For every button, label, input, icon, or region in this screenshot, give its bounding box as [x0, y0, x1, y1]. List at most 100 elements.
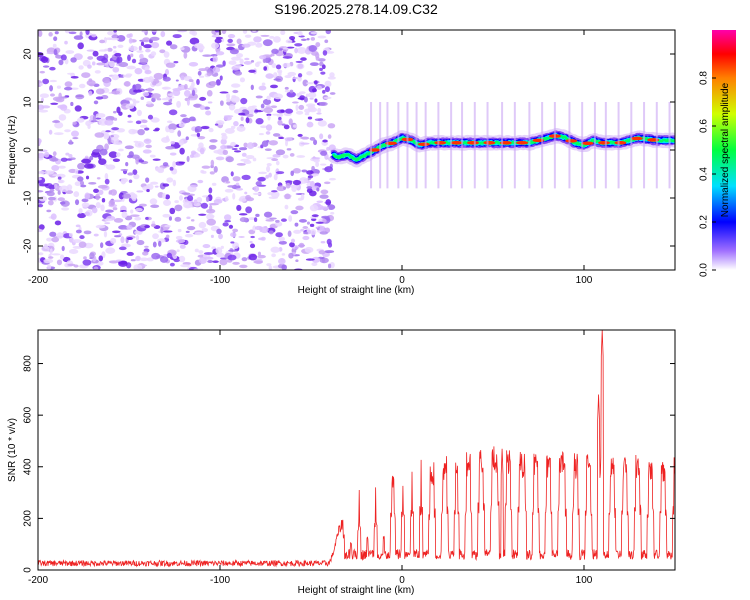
noise-blob — [104, 119, 114, 126]
noise-blob — [184, 233, 194, 238]
noise-blob — [151, 30, 158, 33]
noise-blob — [164, 224, 171, 228]
noise-blob — [177, 130, 182, 137]
noise-blob — [112, 45, 117, 49]
noise-blob — [135, 207, 143, 212]
noise-blob — [93, 100, 99, 105]
noise-blob — [72, 239, 82, 243]
noise-blob — [230, 171, 234, 177]
noise-blob — [184, 83, 188, 90]
noise-blob — [64, 81, 73, 88]
noise-blob — [58, 165, 66, 169]
noise-blob — [136, 190, 144, 193]
noise-blob — [170, 140, 176, 145]
noise-blob — [208, 187, 213, 194]
noise-blob — [323, 96, 332, 100]
noise-blob — [48, 32, 53, 37]
noise-blob — [190, 185, 198, 188]
noise-blob — [260, 125, 268, 129]
bottom-x-label: Height of straight line (km) — [298, 585, 415, 596]
noise-blob — [38, 228, 43, 233]
noise-blob — [288, 252, 294, 259]
noise-blob — [54, 220, 62, 226]
noise-blob — [177, 228, 182, 233]
noise-blob — [44, 170, 54, 175]
noise-blob — [60, 157, 68, 162]
noise-blob — [206, 90, 213, 97]
noise-blob — [53, 48, 58, 56]
noise-blob — [59, 201, 66, 205]
top-x-tick-label: -100 — [210, 275, 230, 286]
noise-blob — [53, 132, 64, 136]
noise-blob — [85, 30, 90, 36]
noise-blob — [295, 205, 304, 211]
noise-blob — [47, 256, 54, 259]
noise-blob — [126, 251, 134, 256]
noise-blob — [161, 137, 170, 143]
noise-blob — [135, 120, 142, 125]
noise-blob — [240, 97, 248, 105]
noise-blob — [197, 179, 204, 184]
noise-blob — [118, 62, 129, 68]
noise-blob — [182, 117, 191, 124]
noise-blob — [168, 129, 175, 134]
noise-blob — [275, 221, 283, 227]
noise-blob — [288, 215, 293, 222]
noise-blob — [271, 48, 279, 55]
noise-blob — [275, 64, 282, 70]
noise-blob — [190, 219, 195, 222]
noise-blob — [38, 190, 44, 193]
noise-blob — [298, 197, 303, 201]
noise-blob — [128, 45, 138, 52]
noise-blob — [87, 56, 94, 60]
noise-blob — [213, 198, 223, 204]
noise-blob — [311, 157, 321, 160]
noise-blob — [210, 81, 217, 86]
noise-blob — [257, 176, 266, 182]
noise-blob — [104, 48, 109, 52]
noise-blob — [178, 139, 184, 146]
noise-blob — [201, 125, 210, 130]
noise-blob — [94, 117, 102, 120]
noise-blob — [317, 35, 327, 39]
noise-blob — [294, 43, 303, 47]
noise-blob — [99, 39, 106, 44]
noise-blob — [140, 96, 145, 101]
noise-blob — [239, 217, 248, 223]
noise-blob — [231, 147, 238, 151]
noise-blob — [38, 224, 45, 231]
noise-blob — [103, 230, 108, 238]
noise-blob — [52, 151, 57, 157]
noise-blob — [223, 214, 232, 221]
noise-blob — [70, 57, 77, 63]
noise-blob — [224, 219, 232, 223]
noise-blob — [261, 82, 266, 86]
noise-blob — [322, 139, 328, 143]
noise-blob — [178, 161, 186, 164]
noise-blob — [105, 130, 111, 133]
noise-blob — [236, 125, 246, 132]
noise-blob — [118, 233, 123, 236]
noise-blob — [289, 242, 295, 248]
noise-blob — [327, 134, 332, 139]
noise-blob — [105, 247, 116, 254]
noise-blob — [222, 222, 229, 227]
noise-blob — [260, 236, 266, 241]
noise-blob — [91, 207, 98, 214]
noise-blob — [189, 30, 196, 35]
noise-blob — [46, 237, 53, 242]
noise-blob — [196, 132, 201, 137]
noise-blob — [284, 204, 289, 210]
noise-blob — [82, 259, 92, 266]
noise-blob — [310, 36, 316, 41]
noise-blob — [133, 264, 143, 270]
noise-blob — [230, 232, 237, 238]
noise-blob — [127, 172, 134, 176]
noise-blob — [38, 203, 44, 208]
noise-blob — [183, 51, 188, 59]
noise-blob — [270, 190, 278, 193]
noise-blob — [273, 93, 283, 100]
noise-blob — [260, 107, 264, 111]
noise-blob — [230, 125, 236, 130]
noise-blob — [159, 256, 169, 263]
